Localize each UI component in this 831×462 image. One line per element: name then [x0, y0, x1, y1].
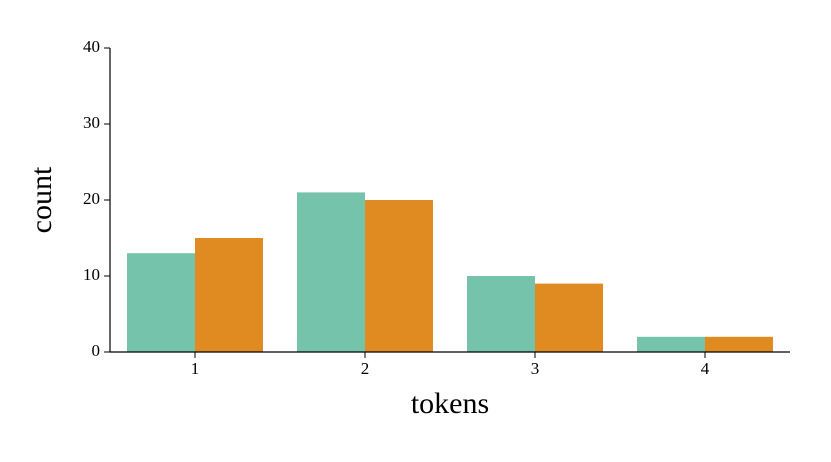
y-tick-label: 0 — [92, 341, 101, 360]
bar — [467, 276, 535, 352]
x-tick-label: 2 — [361, 359, 370, 378]
x-axis-label: tokens — [411, 387, 489, 420]
bar — [705, 336, 773, 352]
y-tick-label: 20 — [83, 189, 100, 208]
y-tick-label: 40 — [83, 37, 100, 56]
y-tick-label: 30 — [83, 113, 100, 132]
x-tick-label: 4 — [701, 359, 710, 378]
bar — [535, 283, 603, 352]
bar — [195, 238, 263, 352]
y-axis-label: count — [25, 166, 58, 233]
bar — [365, 200, 433, 352]
x-tick-label: 1 — [191, 359, 200, 378]
y-tick-label: 10 — [83, 265, 100, 284]
bar — [297, 192, 365, 352]
bar — [127, 253, 195, 352]
x-tick-label: 3 — [531, 359, 540, 378]
bar — [637, 336, 705, 352]
